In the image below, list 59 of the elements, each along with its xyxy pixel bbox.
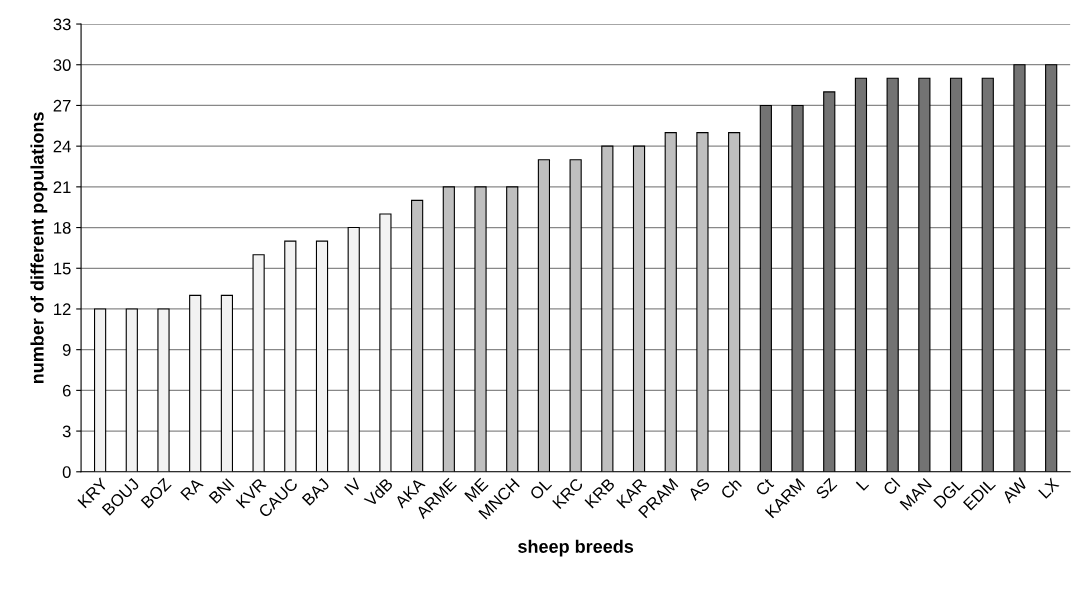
x-tick-label: RA [180, 477, 204, 501]
bar [474, 186, 487, 472]
bar [284, 240, 297, 472]
bar [728, 132, 741, 472]
bar [315, 240, 329, 472]
x-tick-label: BNI [208, 478, 235, 504]
x-tick-label: IV [344, 477, 363, 496]
x-tick-label: VdB [363, 477, 394, 508]
y-tick-label: 21 [53, 181, 71, 193]
y-tick-label: 33 [53, 18, 71, 31]
bar [157, 308, 170, 472]
y-tick-label: 18 [54, 221, 71, 234]
y-tick-label: 0 [62, 466, 71, 478]
y-tick-label: 15 [54, 262, 71, 275]
bar [379, 213, 392, 472]
bar [93, 308, 107, 472]
bar [823, 91, 836, 472]
bar [252, 254, 265, 472]
bar [189, 294, 202, 472]
y-tick-label: 27 [53, 99, 71, 112]
bar [1013, 64, 1026, 472]
bar [854, 77, 868, 472]
bar [347, 227, 360, 472]
x-tick-label: BAJ [301, 477, 330, 506]
bar [918, 77, 931, 472]
x-tick-label: OL [529, 477, 553, 501]
x-tick-label: SZ [815, 477, 838, 500]
x-tick-label: DGL [933, 477, 965, 509]
x-tick-label: AW [1001, 477, 1028, 504]
y-axis-title: number of different populations [30, 112, 48, 384]
y-tick-label: 6 [62, 384, 71, 397]
bar [632, 145, 646, 472]
y-tick-label: 9 [62, 344, 71, 356]
bar [759, 104, 772, 472]
bar [442, 186, 455, 472]
bar [981, 77, 994, 472]
bar [125, 308, 138, 472]
y-tick-label: 30 [53, 59, 71, 71]
bar [886, 77, 899, 472]
x-tick-label: Ch [719, 477, 743, 500]
x-tick-label: LX [1038, 477, 1060, 499]
x-tick-label: AS [687, 477, 711, 501]
bar [220, 294, 234, 472]
bar [601, 145, 614, 472]
bar [569, 159, 582, 472]
bar [537, 159, 551, 472]
x-axis-title: sheep breeds [518, 539, 634, 557]
y-tick-label: 12 [54, 303, 71, 316]
y-tick-label: 24 [53, 140, 71, 153]
bar [791, 104, 804, 472]
bar [411, 199, 424, 472]
bar [949, 77, 963, 472]
x-tick-label: L [855, 477, 870, 491]
x-tick-label: Cl [882, 477, 901, 496]
bar [1045, 64, 1058, 472]
bar [506, 186, 519, 472]
y-tick-label: 3 [62, 425, 71, 438]
bar [696, 132, 709, 472]
bar [664, 132, 677, 472]
